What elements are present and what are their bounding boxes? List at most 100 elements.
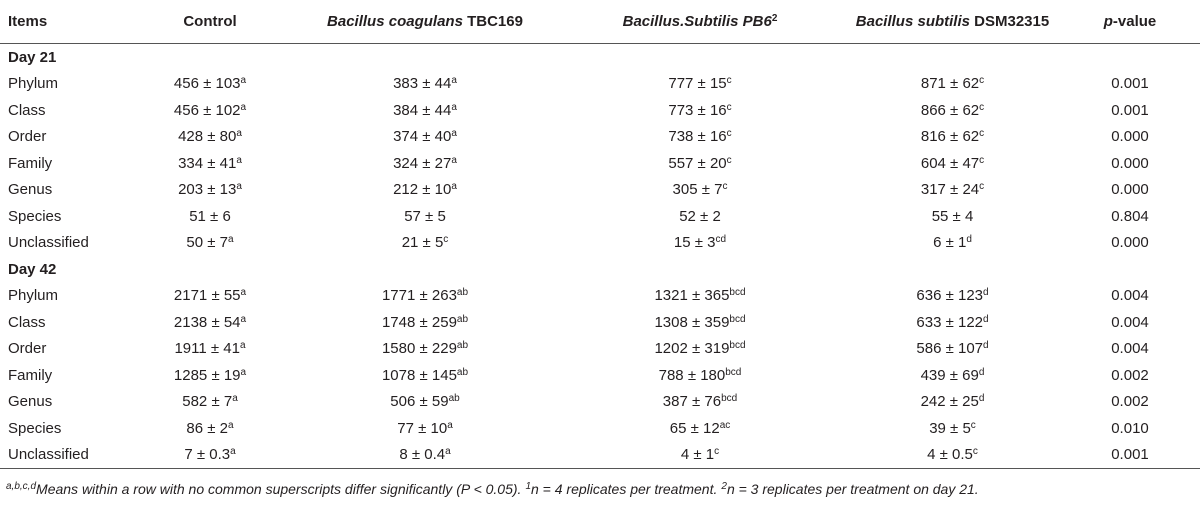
value-text: 39 ± 5 (929, 419, 971, 437)
header-cell: Bacillus.Subtilis PB62 (555, 0, 845, 44)
value-text: 582 ± 7 (182, 393, 233, 411)
significance-sup: c (979, 154, 985, 166)
significance-sup: d (983, 313, 989, 325)
value-cell: 866 ± 62c (845, 97, 1060, 124)
row-label: Phylum (8, 287, 59, 305)
value-text: 50 ± 7 (186, 234, 229, 252)
header-cell: Bacillus coagulans TBC169 (295, 0, 555, 44)
p-value: 0.000 (1111, 181, 1149, 199)
significance-sup: a (451, 75, 457, 87)
value-cell: 65 ± 12ac (555, 415, 845, 442)
row-label: Unclassified (0, 441, 125, 469)
value-text: 21 ± 5 (401, 234, 444, 252)
value-cell: 636 ± 123d (845, 283, 1060, 310)
row-label: Class (8, 101, 46, 119)
header-text: Control (183, 13, 237, 30)
value-cell: 305 ± 7c (555, 177, 845, 204)
footnote-part: 2n = 3 replicates per treatment on day 2… (721, 481, 978, 497)
value-text: 1580 ± 229 (381, 340, 457, 358)
data-row: Genus 203 ± 13a 212 ± 10a 305 ± 7c 317 ± 24c… (0, 177, 1200, 204)
significance-sup: a (230, 446, 236, 458)
value-cell: 604 ± 47c (845, 150, 1060, 177)
value-cell: 586 ± 107d (845, 336, 1060, 363)
value-cell: 4 ± 0.5c (845, 441, 1060, 469)
value-text: 334 ± 41 (178, 154, 237, 172)
significance-sup: bcd (725, 366, 742, 378)
significance-sup: a (228, 234, 234, 246)
value-cell: 51 ± 6 (125, 203, 295, 230)
value-cell: 1285 ± 19a (125, 362, 295, 389)
value-cell: 15 ± 3cd (555, 230, 845, 257)
value-text: 55 ± 4 (931, 207, 974, 225)
p-value: 0.002 (1111, 393, 1149, 411)
significance-sup: a (236, 154, 242, 166)
significance-sup: c (714, 446, 720, 458)
value-cell: 8 ± 0.4a (295, 441, 555, 469)
value-text: 1321 ± 365 (654, 287, 730, 305)
value-cell: 506 ± 59ab (295, 389, 555, 416)
data-row: Genus 582 ± 7a 506 ± 59ab 387 ± 76bcd 242 ± … (0, 389, 1200, 416)
significance-sup: ab (456, 313, 469, 325)
data-row: Family 334 ± 41a 324 ± 27a 557 ± 20c 604 ± 4… (0, 150, 1200, 177)
value-cell: 6 ± 1d (845, 230, 1060, 257)
value-cell: 1580 ± 229ab (295, 336, 555, 363)
value-text: 866 ± 62 (920, 101, 980, 119)
value-cell: 52 ± 2 (555, 203, 845, 230)
footnote-text: n = 3 replicates per treatment on day 21… (726, 481, 979, 497)
value-cell: 1911 ± 41a (125, 336, 295, 363)
value-text: 8 ± 0.4 (399, 446, 446, 464)
p-value: 0.000 (1111, 234, 1149, 252)
significance-sup: ab (456, 366, 469, 378)
data-row: Family 1285 ± 19a 1078 ± 145ab 788 ± 180bcd… (0, 362, 1200, 389)
value-text: 871 ± 62 (920, 75, 980, 93)
value-cell: 7 ± 0.3a (125, 441, 295, 469)
value-cell: 86 ± 2a (125, 415, 295, 442)
data-row: Phylum 2171 ± 55a 1771 ± 263ab 1321 ± 365bc… (0, 283, 1200, 310)
row-label: Genus (8, 393, 53, 411)
significance-sup: a (240, 101, 247, 113)
data-row: Order 428 ± 80a 374 ± 40a 738 ± 16c 816 ± 62… (0, 124, 1200, 151)
value-text: 506 ± 59 (390, 393, 449, 411)
value-text: 1748 ± 259 (381, 313, 457, 331)
value-text: 51 ± 6 (189, 207, 231, 225)
data-row: Phylum 456 ± 103a 383 ± 44a 777 ± 15c 871 ± … (0, 71, 1200, 98)
p-value: 0.004 (1111, 340, 1149, 358)
value-text: 777 ± 15 (668, 75, 727, 93)
significance-sup: bcd (729, 340, 746, 352)
significance-sup: a (451, 181, 457, 193)
header-text: -value (1112, 13, 1157, 30)
row-label: Unclassified (8, 234, 89, 252)
value-text: 65 ± 12 (669, 419, 720, 437)
significance-sup: d (983, 340, 989, 352)
footnote: a,b,c,dMeans within a row with no common… (0, 469, 1200, 497)
p-value: 0.000 (1111, 128, 1149, 146)
value-text: 636 ± 123 (916, 287, 984, 305)
value-cell: 4 ± 1c (555, 441, 845, 469)
row-label: Order (8, 128, 47, 146)
section-row: Day 21 (0, 44, 1200, 71)
significance-sup: a (240, 313, 247, 325)
value-text: 374 ± 40 (393, 128, 452, 146)
value-text: 1285 ± 19 (173, 366, 241, 384)
significance-sup: bcd (721, 393, 738, 405)
value-text: 2138 ± 54 (173, 313, 241, 331)
p-value: 0.004 (1111, 287, 1149, 305)
significance-sup: a (232, 393, 238, 405)
significance-sup: c (979, 128, 985, 140)
value-text: 439 ± 69 (920, 366, 979, 384)
row-label: Genus (8, 181, 53, 199)
significance-sup: c (979, 75, 985, 87)
section-row: Day 42 (0, 256, 1200, 283)
value-text: 586 ± 107 (916, 340, 984, 358)
value-cell: 456 ± 102a (125, 97, 295, 124)
data-row: Order 1911 ± 41a 1580 ± 229ab 1202 ± 319bcd… (0, 336, 1200, 363)
significance-sup: a (240, 287, 247, 299)
value-cell: 582 ± 7a (125, 389, 295, 416)
value-text: 317 ± 24 (920, 181, 980, 199)
header-text: TBC169 (467, 13, 523, 30)
header-text: DSM32315 (974, 13, 1050, 30)
p-value: 0.002 (1111, 366, 1149, 384)
row-label: Order (8, 340, 47, 358)
significance-sup: c (979, 101, 985, 113)
significance-sup: c (443, 234, 449, 246)
